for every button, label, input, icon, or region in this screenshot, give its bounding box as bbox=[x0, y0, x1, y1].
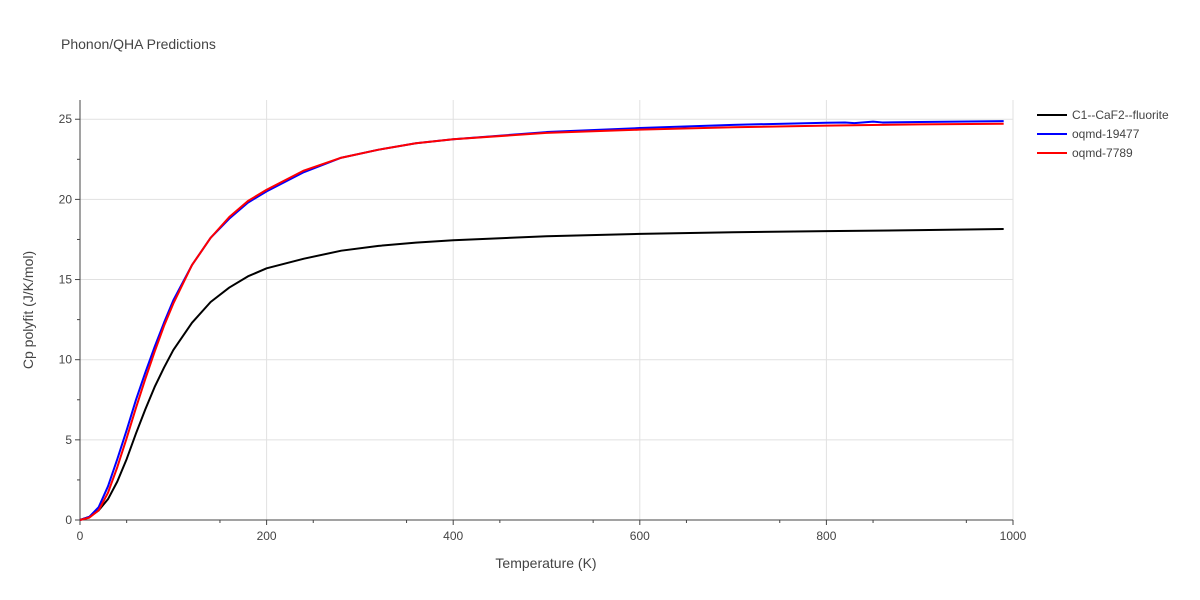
x-tick-label: 400 bbox=[443, 529, 463, 543]
legend-label[interactable]: oqmd-19477 bbox=[1072, 127, 1140, 141]
series-line-c1-caf2-fluorite[interactable] bbox=[79, 228, 1004, 521]
plot-area[interactable] bbox=[79, 120, 1004, 521]
x-tick-label: 0 bbox=[77, 529, 84, 543]
x-axis-title: Temperature (K) bbox=[495, 555, 596, 571]
tick-labels: 0 200 400 600 800 1000 0 5 10 15 20 25 bbox=[59, 112, 1027, 543]
x-tick-label: 1000 bbox=[1000, 529, 1027, 543]
x-tick-label: 200 bbox=[257, 529, 277, 543]
grid-lines bbox=[80, 100, 1014, 520]
x-tick-label: 600 bbox=[630, 529, 650, 543]
y-tick-label: 10 bbox=[59, 353, 73, 367]
legend-label[interactable]: oqmd-7789 bbox=[1072, 146, 1133, 160]
series-line-oqmd-7789[interactable] bbox=[79, 122, 1004, 521]
series-line-oqmd-19477[interactable] bbox=[79, 120, 1004, 521]
y-tick-label: 25 bbox=[59, 112, 73, 126]
chart-title: Phonon/QHA Predictions bbox=[61, 36, 216, 52]
y-tick-label: 20 bbox=[59, 192, 73, 206]
legend: C1--CaF2--fluorite oqmd-19477 oqmd-7789 bbox=[1037, 108, 1169, 160]
y-tick-label: 5 bbox=[65, 433, 72, 447]
y-tick-label: 0 bbox=[65, 513, 72, 527]
y-axis-title: Cp polyfit (J/K/mol) bbox=[20, 251, 36, 369]
legend-label[interactable]: C1--CaF2--fluorite bbox=[1072, 108, 1169, 122]
x-tick-label: 800 bbox=[816, 529, 836, 543]
axes bbox=[75, 100, 1014, 525]
y-tick-label: 15 bbox=[59, 273, 73, 287]
